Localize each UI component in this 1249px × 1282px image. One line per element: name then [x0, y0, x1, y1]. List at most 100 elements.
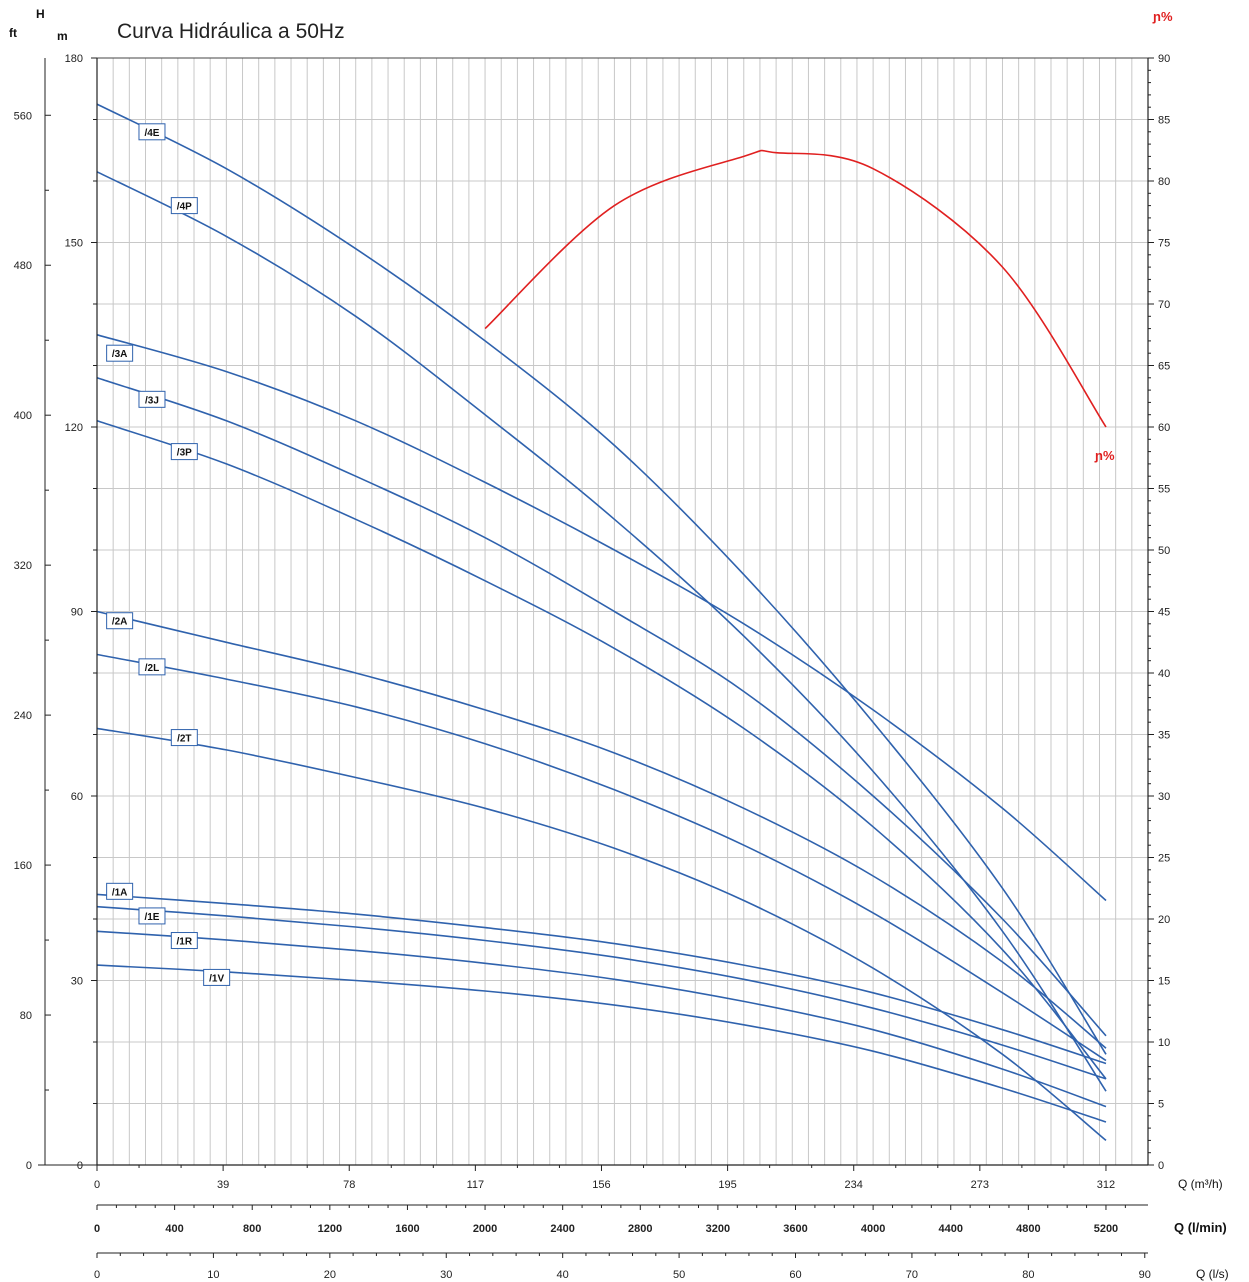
lmin-axis-tick-label: 2000 [473, 1223, 497, 1235]
m3h-axis-tick-label: 234 [845, 1179, 863, 1191]
ft-axis-tick-label: 400 [14, 410, 32, 422]
m3h-axis-tick-label: 156 [592, 1179, 610, 1191]
m3h-axis-tick-label: 117 [467, 1179, 485, 1191]
ls-axis-tick-label: 40 [557, 1269, 569, 1281]
m-axis-tick-label: 150 [65, 238, 83, 250]
chart-texts: Curva Hidráulica a 50Hz H m ft ɲ% ɲ% Q (… [9, 7, 1229, 1281]
eta-axis-tick-label: 15 [1158, 976, 1170, 988]
header-h: H [36, 7, 45, 21]
header-m: m [57, 29, 68, 43]
eta-axis-tick-label: 35 [1158, 730, 1170, 742]
series-label: /3P [177, 448, 192, 459]
ls-axis-tick-label: 10 [207, 1269, 219, 1281]
m3h-axis-tick-label: 273 [971, 1179, 989, 1191]
ft-axis-tick-label: 240 [14, 710, 32, 722]
chart-axes: 0306090120150180080160240320400480560051… [14, 53, 1171, 1281]
series-line-3J [96, 377, 1107, 1037]
m3h-axis-tick-label: 78 [343, 1179, 355, 1191]
eta-axis-tick-label: 50 [1158, 545, 1170, 557]
eta-axis-tick-label: 80 [1158, 176, 1170, 188]
series-label-box [170, 197, 198, 215]
eta-axis-tick-label: 10 [1158, 1037, 1170, 1049]
m3h-axis-tick-label: 195 [718, 1179, 736, 1191]
series-label: /3J [145, 395, 159, 406]
lmin-axis-tick-label: 3600 [783, 1223, 807, 1235]
lmin-axis-tick-label: 3200 [706, 1223, 730, 1235]
series-label: /2T [177, 734, 191, 745]
series-line-1V [96, 964, 1107, 1123]
ls-axis-tick-label: 70 [906, 1269, 918, 1281]
ls-axis-tick-label: 90 [1139, 1269, 1151, 1281]
eta-axis-tick-label: 25 [1158, 853, 1170, 865]
series-label: /1V [209, 973, 224, 984]
eta-axis-tick-label: 85 [1158, 115, 1170, 127]
lmin-axis-tick-label: 5200 [1094, 1223, 1118, 1235]
series-label: /1A [112, 887, 128, 898]
series-label-box [138, 123, 166, 141]
series-line-4E [96, 103, 1107, 1055]
lmin-axis-tick-label: 400 [165, 1223, 183, 1235]
series-label-box [138, 658, 166, 676]
eta-header: ɲ% [1152, 9, 1173, 24]
m-axis-tick-label: 180 [65, 53, 83, 65]
eta-axis-tick-label: 30 [1158, 791, 1170, 803]
m-axis-tick-label: 0 [77, 1160, 83, 1172]
eta-axis-tick-label: 40 [1158, 668, 1170, 680]
series-label-box [106, 612, 134, 630]
ls-axis-tick-label: 60 [789, 1269, 801, 1281]
efficiency-line [484, 149, 1107, 428]
series-label-box [170, 932, 198, 950]
lmin-axis-tick-label: 4800 [1016, 1223, 1040, 1235]
lmin-axis-tick-label: 4400 [938, 1223, 962, 1235]
series-label: /1E [144, 912, 159, 923]
m3h-axis-tick-label: 39 [217, 1179, 229, 1191]
ft-axis-tick-label: 80 [20, 1010, 32, 1022]
ls-axis-tick-label: 80 [1022, 1269, 1034, 1281]
eta-axis-tick-label: 70 [1158, 299, 1170, 311]
m-axis-tick-label: 30 [71, 976, 83, 988]
series-line-3A [96, 334, 1107, 902]
series-line-2A [96, 610, 1107, 1049]
series-line-2T [96, 727, 1107, 1142]
eta-axis-tick-label: 20 [1158, 914, 1170, 926]
lmin-axis-tick-label: 4000 [861, 1223, 885, 1235]
ls-axis-tick-label: 0 [94, 1269, 100, 1281]
series-label: /4P [177, 202, 192, 213]
series-label: /2L [145, 663, 159, 674]
lmin-axis-tick-label: 0 [94, 1223, 100, 1235]
eta-curve-label: ɲ% [1094, 448, 1115, 463]
ls-axis-tick-label: 30 [440, 1269, 452, 1281]
series-label-box [170, 443, 198, 461]
ls-axis-tick-label: 50 [673, 1269, 685, 1281]
series-label-box [203, 968, 231, 986]
x-unit-lmin: Q (l/min) [1174, 1220, 1227, 1235]
curve-labels: /4E/4P/3A/3J/3P/2A/2L/2T/1A/1E/1R/1V [106, 123, 231, 986]
lmin-axis-tick-label: 1600 [395, 1223, 419, 1235]
eta-axis-tick-label: 55 [1158, 484, 1170, 496]
series-line-1R [96, 930, 1107, 1108]
m3h-axis-tick-label: 0 [94, 1179, 100, 1191]
eta-axis-tick-label: 5 [1158, 1099, 1164, 1111]
m-axis-tick-label: 60 [71, 791, 83, 803]
ls-axis-tick-label: 20 [324, 1269, 336, 1281]
eta-axis-tick-label: 0 [1158, 1160, 1164, 1172]
series-line-3P [96, 420, 1107, 1080]
lmin-axis-tick-label: 2800 [628, 1223, 652, 1235]
pump-curves [96, 103, 1107, 1142]
eta-axis-tick-label: 45 [1158, 607, 1170, 619]
ft-axis-tick-label: 0 [26, 1160, 32, 1172]
series-line-1A [96, 893, 1107, 1065]
series-label: /2A [112, 617, 128, 628]
lmin-axis-tick-label: 2400 [550, 1223, 574, 1235]
series-label: /1R [177, 937, 193, 948]
eta-axis-tick-label: 75 [1158, 238, 1170, 250]
m-axis-tick-label: 120 [65, 422, 83, 434]
ft-axis-tick-label: 160 [14, 860, 32, 872]
series-label-box [138, 907, 166, 925]
series-label-box [138, 390, 166, 408]
series-line-4P [96, 171, 1107, 1092]
series-label-box [170, 729, 198, 747]
eta-axis-tick-label: 90 [1158, 53, 1170, 65]
series-label-box [106, 344, 134, 362]
